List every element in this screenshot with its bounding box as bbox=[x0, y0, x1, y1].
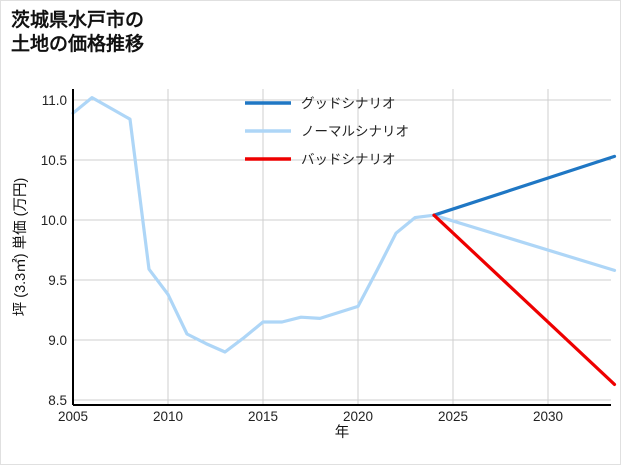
x-tick-label: 2010 bbox=[153, 409, 183, 424]
x-axis-title: 年 bbox=[335, 424, 350, 441]
series-line-bad bbox=[432, 213, 617, 386]
x-tick-label: 2030 bbox=[533, 409, 563, 424]
x-tick-label: 2020 bbox=[343, 409, 373, 424]
y-tick-label: 10.5 bbox=[41, 153, 67, 168]
y-tick-label: 9.0 bbox=[48, 333, 67, 348]
y-tick-label: 10.0 bbox=[41, 213, 67, 228]
legend-label-normal: ノーマルシナリオ bbox=[301, 124, 409, 139]
axis-spines bbox=[72, 89, 611, 406]
y-tick-label: 8.5 bbox=[48, 393, 67, 408]
page-title: 茨城県水戸市の 土地の価格推移 bbox=[11, 10, 145, 56]
legend-label-good: グッドシナリオ bbox=[301, 96, 396, 111]
series-line-good bbox=[432, 154, 617, 217]
x-tick-label: 2025 bbox=[438, 409, 468, 424]
y-tick-label: 9.5 bbox=[48, 273, 67, 288]
series-line-normal bbox=[71, 96, 617, 354]
data-series-group bbox=[71, 96, 617, 386]
x-tick-label: 2005 bbox=[58, 409, 88, 424]
x-axis-tick-labels: 2005 2010 2015 2020 2025 2030 bbox=[58, 409, 563, 424]
y-axis-title: 坪 (3.3㎡) 単価 (万円) bbox=[12, 178, 29, 317]
y-tick-label: 11.0 bbox=[42, 93, 67, 108]
legend-label-bad: バッドシナリオ bbox=[301, 152, 396, 167]
x-tick-label: 2015 bbox=[248, 409, 278, 424]
y-axis-tick-labels: 8.5 9.0 9.5 10.0 10.5 11.0 bbox=[41, 93, 67, 408]
